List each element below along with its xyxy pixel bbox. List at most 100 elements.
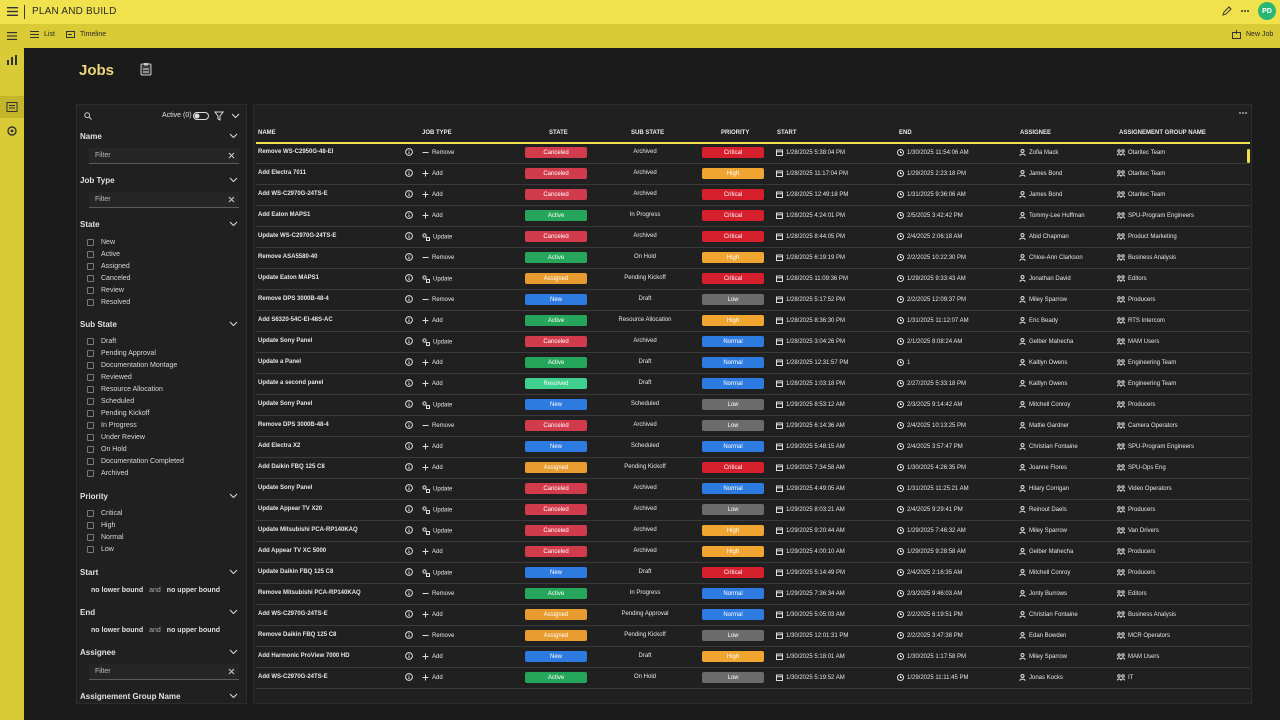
start-lower-bound[interactable]: no lower bound	[91, 587, 144, 594]
checkbox[interactable]	[87, 239, 94, 246]
sub-state-option[interactable]: Draft	[87, 338, 116, 345]
info-icon[interactable]	[405, 232, 413, 240]
state-option[interactable]: Review	[87, 287, 124, 294]
checkbox[interactable]	[87, 422, 94, 429]
info-icon[interactable]	[405, 148, 413, 156]
table-row[interactable]: Add Appear TV XC 5000 Add Canceled Archived…	[256, 542, 1250, 563]
info-icon[interactable]	[405, 673, 413, 681]
sub-state-option[interactable]: Documentation Completed	[87, 458, 184, 465]
table-row[interactable]: Add Eaton MAPS1 Add Active In Progress Criti…	[256, 206, 1250, 227]
info-icon[interactable]	[405, 484, 413, 492]
table-row[interactable]: Update Appear TV X20 Update Canceled Archiv…	[256, 500, 1250, 521]
chevron-down-icon[interactable]	[229, 693, 238, 699]
table-row[interactable]: Remove Daikin FBQ 125 C8 Remove Assigned Pe…	[256, 626, 1250, 647]
table-row[interactable]: Update Eaton MAPS1 Update Assigned Pending …	[256, 269, 1250, 290]
info-icon[interactable]	[405, 526, 413, 534]
chevron-down-icon[interactable]	[229, 493, 238, 499]
info-icon[interactable]	[405, 568, 413, 576]
job-type-filter-input[interactable]: Filter	[89, 192, 239, 208]
checkbox[interactable]	[87, 398, 94, 405]
column-header[interactable]: SUB STATE	[631, 130, 665, 136]
chevron-down-icon[interactable]	[229, 133, 238, 139]
chevron-down-icon[interactable]	[229, 609, 238, 615]
info-icon[interactable]	[405, 190, 413, 198]
info-icon[interactable]	[405, 463, 413, 471]
dashboard-icon[interactable]	[6, 54, 18, 66]
job-name[interactable]: Update a Panel	[258, 359, 302, 365]
table-row[interactable]: Remove Mitsubishi PCA-RP140KAQ Remove Acti…	[256, 584, 1250, 605]
job-name[interactable]: Add Daikin FBQ 125 C8	[258, 464, 325, 470]
checkbox[interactable]	[87, 410, 94, 417]
info-icon[interactable]	[405, 253, 413, 261]
column-header[interactable]: PRIORITY	[721, 130, 750, 136]
sub-state-option[interactable]: Under Review	[87, 434, 145, 441]
job-name[interactable]: Update Eaton MAPS1	[258, 275, 320, 281]
jobs-icon[interactable]	[6, 101, 18, 113]
column-header[interactable]: END	[899, 130, 912, 136]
sub-state-option[interactable]: In Progress	[87, 422, 137, 429]
sub-state-option[interactable]: Pending Kickoff	[87, 410, 150, 417]
chevron-down-icon[interactable]	[229, 177, 238, 183]
pencil-icon[interactable]	[1222, 6, 1232, 16]
sub-state-option[interactable]: Reviewed	[87, 374, 132, 381]
timeline-view-button[interactable]: Timeline	[66, 30, 106, 39]
checkbox[interactable]	[87, 458, 94, 465]
table-row[interactable]: Update a Panel Add Active Draft Normal 1/28/2…	[256, 353, 1250, 374]
sub-state-option[interactable]: On Hold	[87, 446, 127, 453]
table-row[interactable]: Update Daikin FBQ 125 C8 Update New Draft Cr…	[256, 563, 1250, 584]
menu-icon[interactable]	[6, 5, 19, 18]
state-option[interactable]: Resolved	[87, 299, 130, 306]
checkbox[interactable]	[87, 534, 94, 541]
sub-state-option[interactable]: Pending Approval	[87, 350, 156, 357]
state-option[interactable]: Canceled	[87, 275, 131, 282]
checkbox[interactable]	[87, 510, 94, 517]
chevron-down-icon[interactable]	[229, 649, 238, 655]
job-name[interactable]: Update a second panel	[258, 380, 324, 386]
state-option[interactable]: New	[87, 239, 115, 246]
collapse-panel-chevron-icon[interactable]	[231, 113, 240, 119]
info-icon[interactable]	[405, 316, 413, 324]
checkbox[interactable]	[87, 362, 94, 369]
clear-icon[interactable]	[228, 196, 235, 203]
job-name[interactable]: Update Sony Panel	[258, 485, 313, 491]
table-row[interactable]: Update Sony Panel Update New Scheduled Low 1/…	[256, 395, 1250, 416]
checkbox[interactable]	[87, 434, 94, 441]
state-option[interactable]: Active	[87, 251, 120, 258]
state-option[interactable]: Assigned	[87, 263, 130, 270]
checkbox[interactable]	[87, 350, 94, 357]
table-row[interactable]: Add WS-C2970G-24TS-E Add Active On Hold Low 1…	[256, 668, 1250, 689]
table-row[interactable]: Update Sony Panel Update Canceled Archived N…	[256, 479, 1250, 500]
info-icon[interactable]	[405, 379, 413, 387]
job-name[interactable]: Update Sony Panel	[258, 401, 313, 407]
priority-option[interactable]: Normal	[87, 534, 124, 541]
checkbox[interactable]	[87, 546, 94, 553]
info-icon[interactable]	[405, 358, 413, 366]
job-name[interactable]: Remove ASA5580-40	[258, 254, 318, 260]
more-icon[interactable]	[1238, 110, 1248, 116]
info-icon[interactable]	[405, 505, 413, 513]
job-name[interactable]: Add Eaton MAPS1	[258, 212, 311, 218]
table-row[interactable]: Remove WS-C2950G-48-EI Remove Canceled Arch…	[256, 143, 1250, 164]
sub-state-option[interactable]: Documentation Montage	[87, 362, 177, 369]
job-name[interactable]: Add S6320-54C-EI-48S-AC	[258, 317, 333, 323]
table-row[interactable]: Add WS-C2970G-24TS-E Add Canceled Archived C…	[256, 185, 1250, 206]
job-name[interactable]: Remove DPS 3000B-48-4	[258, 422, 329, 428]
filter-clear-icon[interactable]	[214, 111, 224, 121]
checkbox[interactable]	[87, 251, 94, 258]
end-lower-bound[interactable]: no lower bound	[91, 627, 144, 634]
more-icon[interactable]	[1240, 6, 1250, 16]
info-icon[interactable]	[405, 400, 413, 408]
column-header[interactable]: ASSIGNEMENT GROUP NAME	[1119, 130, 1206, 136]
clear-icon[interactable]	[228, 152, 235, 159]
job-name[interactable]: Add Appear TV XC 5000	[258, 548, 327, 554]
checkbox[interactable]	[87, 522, 94, 529]
user-avatar[interactable]: PD	[1258, 2, 1276, 20]
checkbox[interactable]	[87, 470, 94, 477]
table-row[interactable]: Add WS-C2970G-24TS-E Add Assigned Pending A…	[256, 605, 1250, 626]
new-job-button[interactable]: New Job	[1232, 30, 1273, 39]
info-icon[interactable]	[405, 295, 413, 303]
job-name[interactable]: Update Sony Panel	[258, 338, 313, 344]
column-header[interactable]: NAME	[258, 130, 276, 136]
list-view-button[interactable]: List	[30, 30, 55, 39]
table-row[interactable]: Remove DPS 3000B-48-4 Remove New Draft Low 1/…	[256, 290, 1250, 311]
